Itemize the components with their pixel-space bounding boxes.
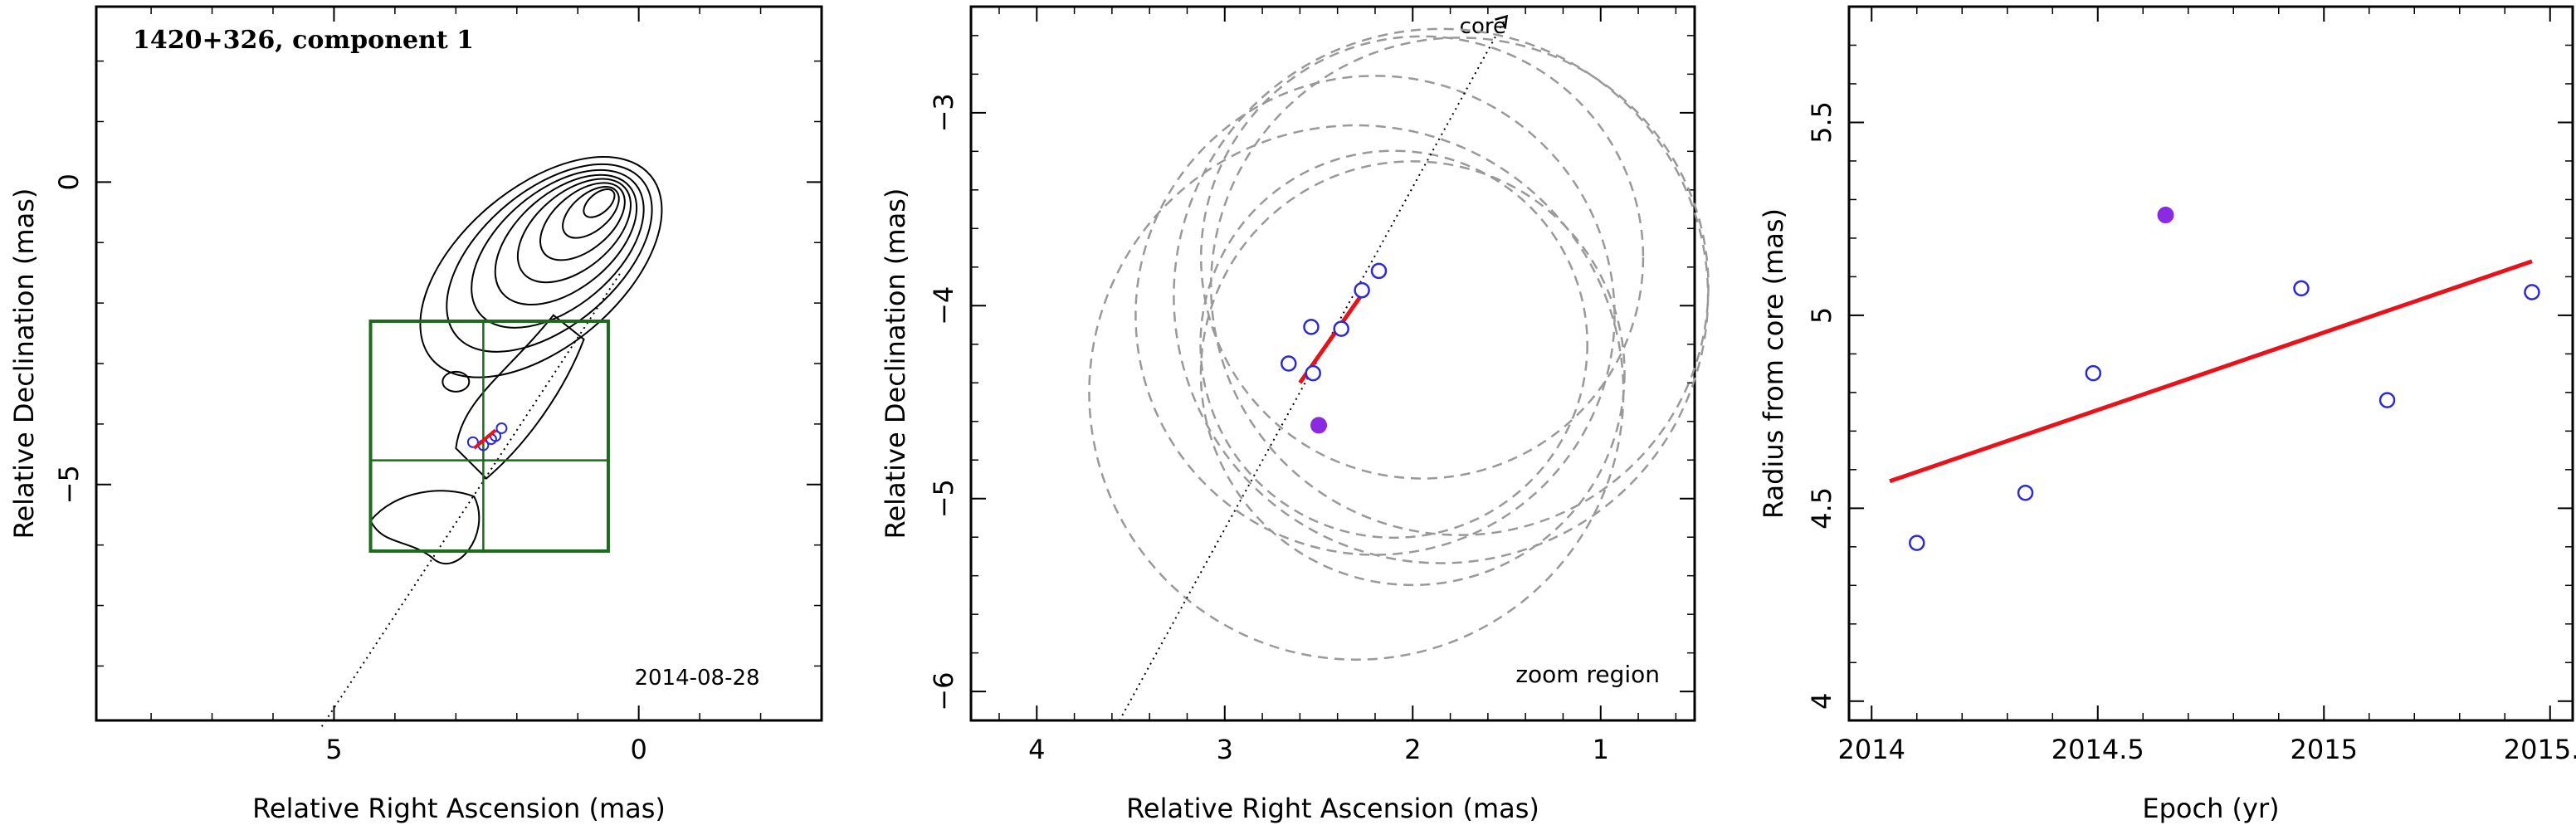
data-point — [1909, 535, 1925, 551]
y-tick-label: 5.5 — [1806, 101, 1837, 144]
data-point — [466, 436, 479, 448]
data-point — [2085, 364, 2102, 382]
y-tick-label: 4 — [1806, 693, 1837, 710]
x-tick-label: 4 — [1028, 734, 1045, 765]
x-tick-label: 2014.5 — [2052, 734, 2144, 765]
data-point — [495, 422, 508, 434]
y-tick-label: −3 — [928, 93, 959, 132]
data-point — [2524, 284, 2540, 300]
date-label: 2014-08-28 — [634, 666, 759, 691]
core-direction-line — [320, 272, 622, 727]
y-tick-label: 0 — [53, 173, 85, 190]
fit-line — [1889, 259, 2533, 484]
core-arrowhead — [1495, 14, 1509, 29]
x-axis-label: Relative Right Ascension (mas) — [1126, 793, 1539, 824]
y-axis-label: Radius from core (mas) — [1758, 208, 1789, 519]
error-circle — [1199, 149, 1588, 540]
data-point-filled — [1310, 417, 1328, 434]
contour-line — [455, 314, 585, 480]
data-point-filled — [2157, 207, 2174, 224]
contour-line — [583, 188, 616, 218]
y-tick-label: −6 — [928, 672, 959, 711]
x-tick-label: 2015.5 — [2504, 734, 2576, 765]
contour-line — [516, 178, 632, 284]
zoom-region-label: zoom region — [1515, 661, 1660, 688]
panel-radius-vs-epoch: Epoch (yr) Radius from core (mas) 2014 20… — [1758, 5, 2576, 824]
x-axis-label: Relative Right Ascension (mas) — [252, 793, 666, 824]
data-point — [1281, 355, 1297, 372]
plot-frame — [969, 5, 1696, 722]
data-point — [2378, 392, 2396, 408]
data-point — [1354, 281, 1370, 299]
error-circle — [1088, 124, 1625, 661]
contour-line — [471, 168, 645, 329]
contour-line — [562, 186, 620, 239]
panel-zoom-region: core zoom region Relative Right Ascensio… — [880, 5, 1710, 824]
x-tick-label: 5 — [325, 734, 342, 765]
panel-contour-map: 1420+326, component 1 2014-08-28 Relativ… — [8, 5, 823, 824]
contour-line — [446, 163, 653, 353]
x-tick-label: 3 — [1217, 734, 1233, 765]
contour-line — [419, 156, 663, 378]
data-point — [1303, 319, 1320, 335]
data-point — [2017, 484, 2034, 501]
x-tick-label: 1 — [1593, 734, 1609, 765]
contour-line — [369, 490, 481, 564]
data-point — [1305, 364, 1321, 382]
contour-line — [494, 173, 638, 306]
y-axis-label: Relative Declination (mas) — [8, 188, 40, 540]
error-circle — [1199, 160, 1626, 587]
x-axis-label: Epoch (yr) — [2142, 793, 2279, 824]
fit-line — [473, 428, 497, 450]
x-tick-label: 2014 — [1838, 734, 1905, 765]
y-tick-label: −4 — [928, 286, 959, 325]
y-tick-label: 5 — [1806, 307, 1837, 324]
y-tick-label: −5 — [928, 479, 959, 518]
contour-line — [539, 182, 626, 261]
y-tick-label: −5 — [53, 465, 85, 504]
y-axis-label: Relative Declination (mas) — [880, 188, 911, 540]
x-tick-label: 0 — [630, 734, 646, 765]
plot-frame — [1847, 5, 2574, 722]
contour-line — [442, 370, 471, 393]
x-tick-label: 2 — [1404, 734, 1421, 765]
zoom-box — [368, 319, 610, 553]
y-tick-label: 4.5 — [1806, 487, 1837, 530]
error-circle — [1209, 37, 1710, 536]
data-point — [1333, 320, 1349, 337]
plot-frame — [95, 5, 823, 722]
error-circle — [1199, 35, 1645, 480]
data-point — [2293, 280, 2310, 297]
x-tick-label: 2015 — [2291, 734, 2358, 765]
chart-title: 1420+326, component 1 — [133, 26, 474, 55]
error-circle — [1134, 75, 1616, 556]
data-point — [1370, 262, 1388, 280]
